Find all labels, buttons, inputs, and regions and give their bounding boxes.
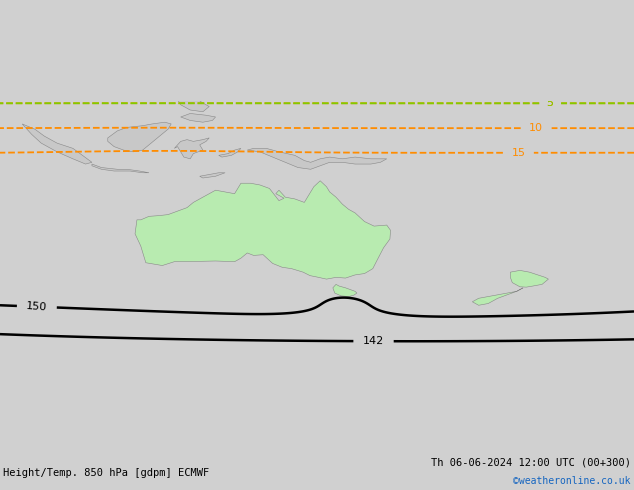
Text: 5: 5	[547, 98, 553, 108]
Polygon shape	[181, 114, 216, 122]
Polygon shape	[333, 284, 357, 296]
Text: 15: 15	[512, 148, 526, 158]
Text: 150: 150	[26, 301, 48, 313]
Text: 10: 10	[529, 123, 543, 133]
Polygon shape	[92, 164, 149, 173]
Polygon shape	[108, 122, 171, 152]
Text: 142: 142	[363, 336, 384, 346]
Polygon shape	[472, 288, 523, 305]
Polygon shape	[200, 173, 225, 178]
Polygon shape	[22, 124, 92, 164]
Text: Th 06-06-2024 12:00 UTC (00+300): Th 06-06-2024 12:00 UTC (00+300)	[431, 458, 631, 468]
Polygon shape	[174, 138, 209, 159]
Text: Height/Temp. 850 hPa [gdpm] ECMWF: Height/Temp. 850 hPa [gdpm] ECMWF	[3, 468, 209, 478]
Text: ©weatheronline.co.uk: ©weatheronline.co.uk	[514, 476, 631, 486]
Polygon shape	[247, 148, 387, 169]
Polygon shape	[510, 270, 548, 287]
Polygon shape	[174, 86, 209, 112]
Polygon shape	[219, 148, 241, 157]
Polygon shape	[135, 181, 391, 279]
Text: 5: 5	[547, 98, 553, 108]
